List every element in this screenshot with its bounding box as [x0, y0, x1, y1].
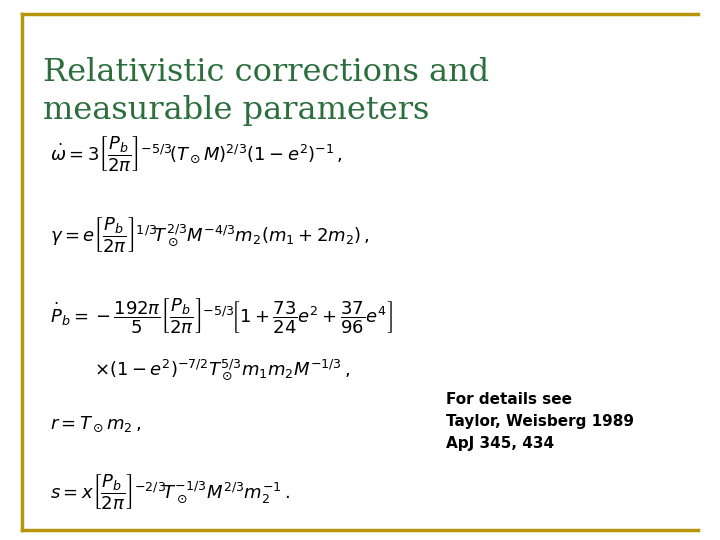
Text: $\gamma=e\left[\dfrac{P_b}{2\pi}\right]^{1/3}\!T_\odot^{2/3}M^{-4/3}m_2(m_1+2m_2: $\gamma=e\left[\dfrac{P_b}{2\pi}\right]^…	[50, 215, 370, 254]
Text: $r=T_\odot m_2\,,$: $r=T_\odot m_2\,,$	[50, 414, 142, 434]
Text: Relativistic corrections and: Relativistic corrections and	[43, 57, 490, 87]
Text: $s=x\left[\dfrac{P_b}{2\pi}\right]^{-2/3}\!T_\odot^{-1/3}M^{2/3}m_2^{-1}\,.$: $s=x\left[\dfrac{P_b}{2\pi}\right]^{-2/3…	[50, 472, 290, 511]
Text: $\dot{P}_b=-\dfrac{192\pi}{5}\left[\dfrac{P_b}{2\pi}\right]^{-5/3}\!\left[1+\dfr: $\dot{P}_b=-\dfrac{192\pi}{5}\left[\dfra…	[50, 296, 393, 335]
Text: measurable parameters: measurable parameters	[43, 94, 430, 125]
Text: $\dot{\omega}=3\left[\dfrac{P_b}{2\pi}\right]^{-5/3}\!(T_\odot M)^{2/3}(1-e^2)^{: $\dot{\omega}=3\left[\dfrac{P_b}{2\pi}\r…	[50, 134, 343, 173]
Text: $\times(1-e^2)^{-7/2}T_\odot^{5/3}m_1 m_2 M^{-1/3}\,,$: $\times(1-e^2)^{-7/2}T_\odot^{5/3}m_1 m_…	[94, 357, 350, 382]
Text: For details see
Taylor, Weisberg 1989
ApJ 345, 434: For details see Taylor, Weisberg 1989 Ap…	[446, 392, 634, 451]
